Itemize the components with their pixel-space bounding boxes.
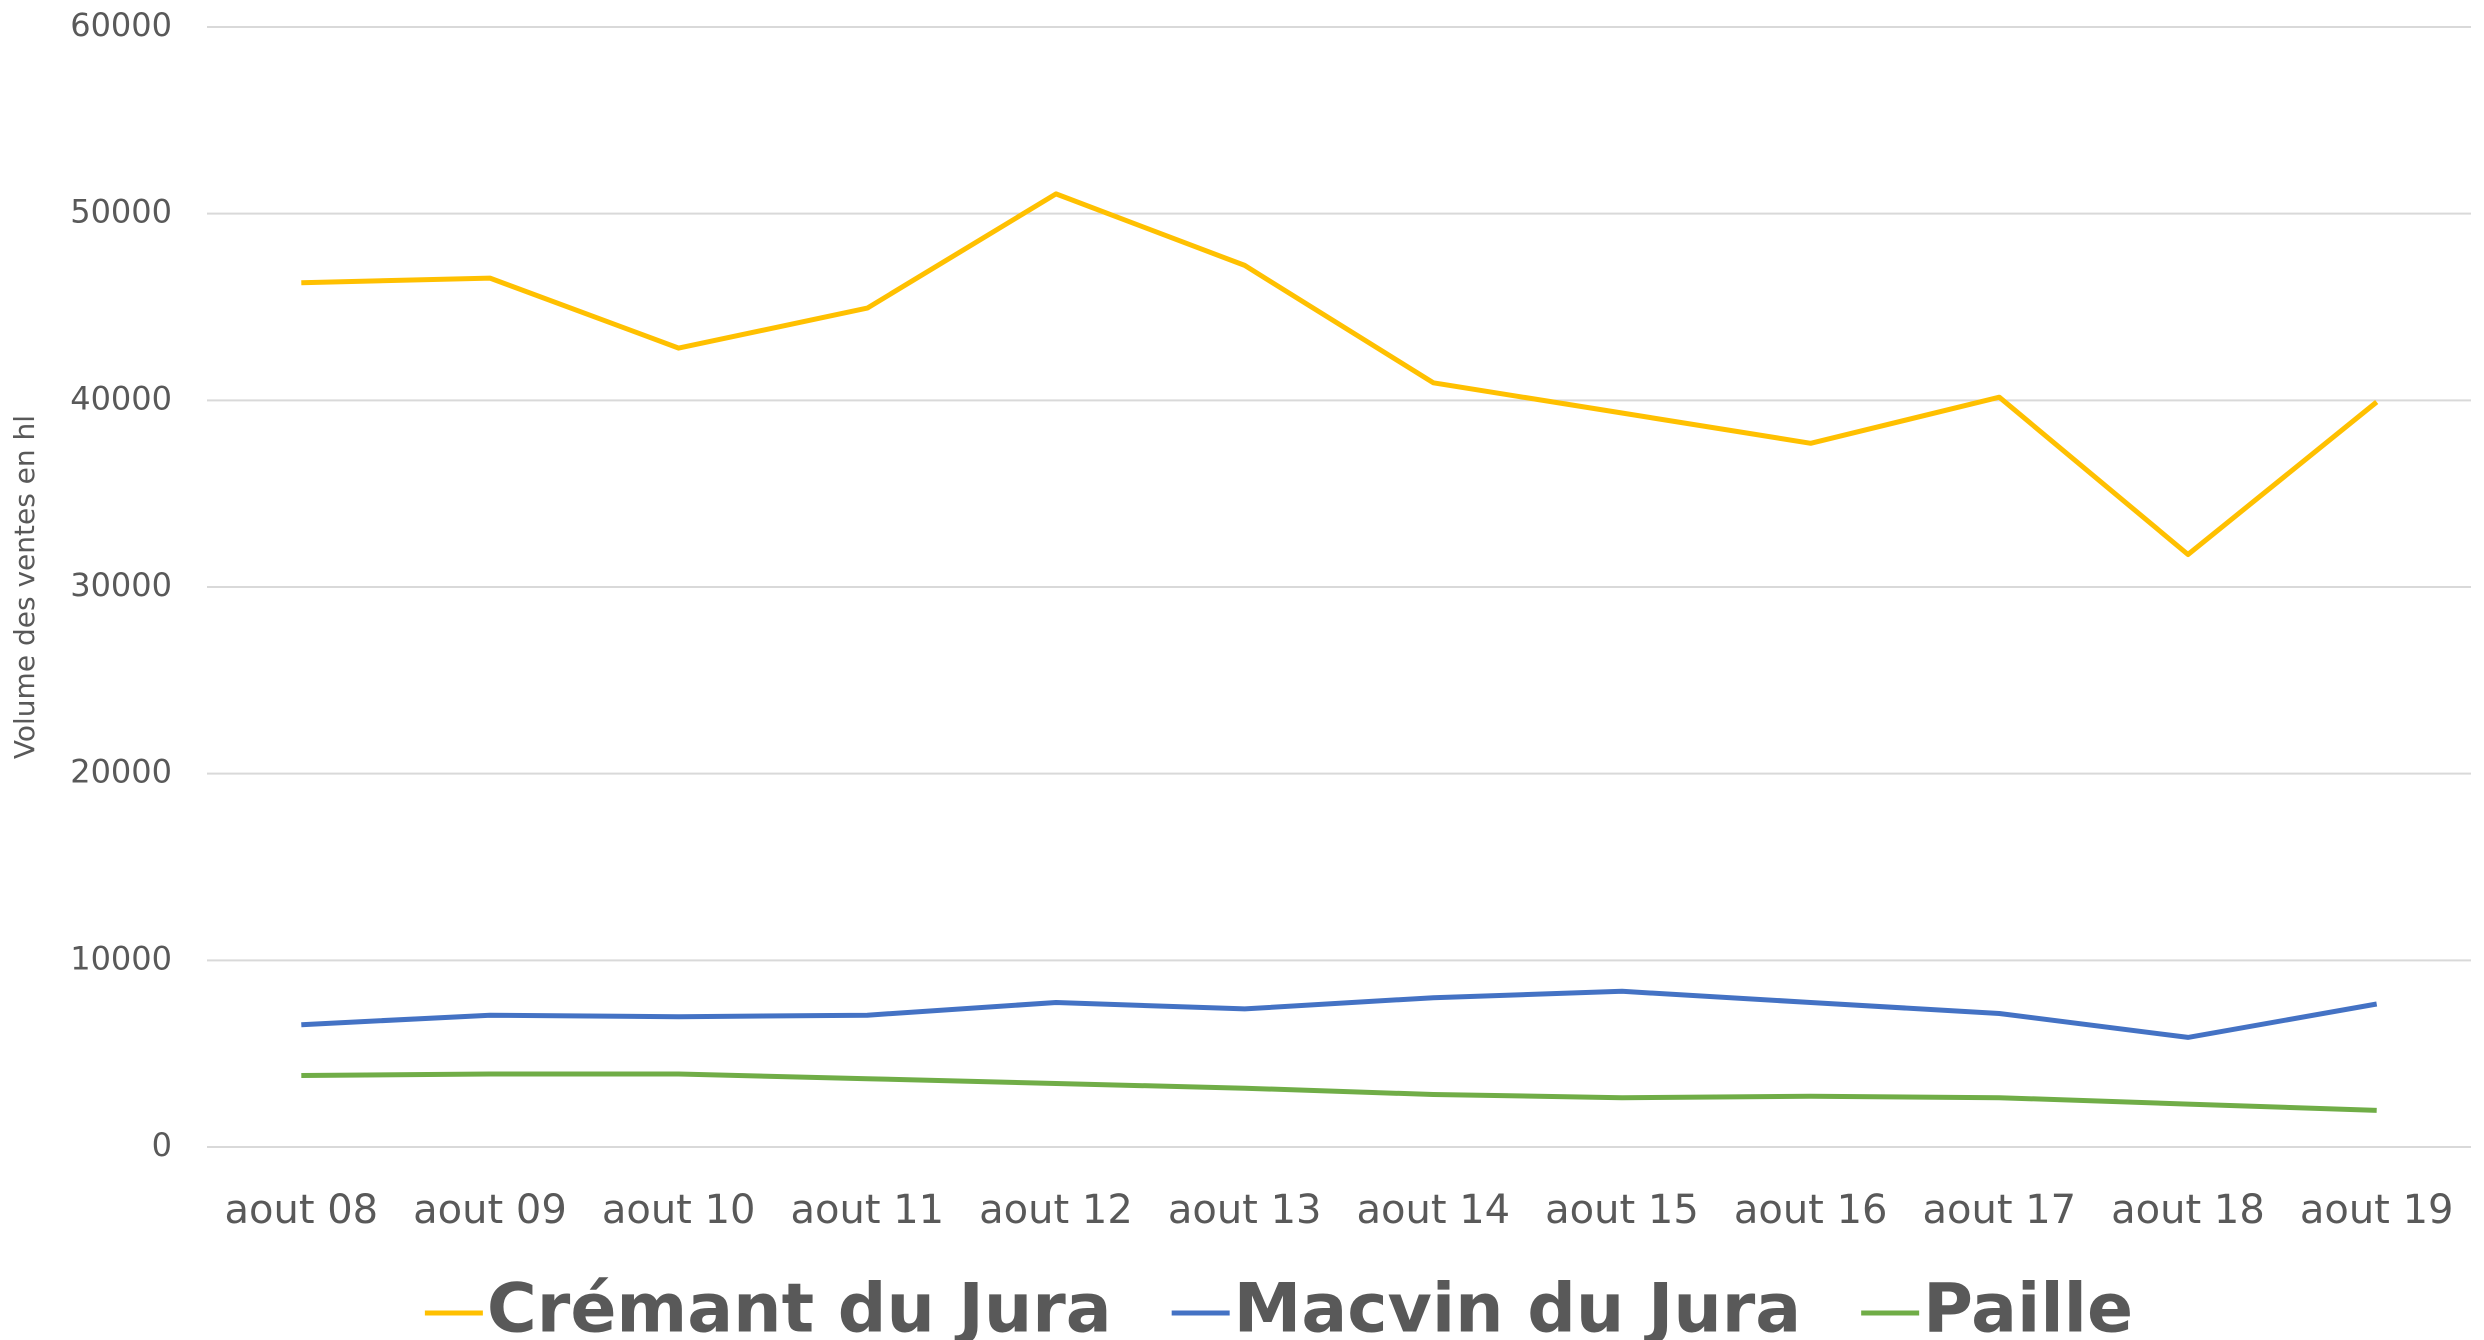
x-tick-label: aout 16 bbox=[1734, 1187, 1888, 1233]
y-tick-label: 10000 bbox=[70, 939, 172, 977]
series-line bbox=[301, 191, 2379, 557]
y-tick-label: 50000 bbox=[70, 193, 172, 231]
x-tick-label: aout 09 bbox=[413, 1187, 567, 1233]
x-tick-label: aout 17 bbox=[1923, 1187, 2077, 1233]
x-tick-label: aout 12 bbox=[979, 1187, 1133, 1233]
x-tick-label: aout 14 bbox=[1357, 1187, 1511, 1233]
series-line bbox=[301, 1071, 2377, 1113]
x-tick-label: aout 08 bbox=[225, 1187, 379, 1233]
legend-label: Crémant du Jura bbox=[487, 1270, 1112, 1340]
x-tick-label: aout 18 bbox=[2111, 1187, 2265, 1233]
y-tick-label: 30000 bbox=[70, 566, 172, 604]
y-tick-label: 0 bbox=[152, 1126, 172, 1164]
x-tick-label: aout 11 bbox=[791, 1187, 945, 1233]
x-tick-label: aout 13 bbox=[1168, 1187, 1322, 1233]
y-tick-label: 20000 bbox=[70, 753, 172, 791]
y-tick-label: 60000 bbox=[70, 6, 172, 44]
x-tick-label: aout 10 bbox=[602, 1187, 756, 1233]
x-tick-label: aout 19 bbox=[2300, 1187, 2454, 1233]
legend-label: Macvin du Jura bbox=[1234, 1270, 1801, 1340]
series-line bbox=[301, 988, 2378, 1040]
legend-label: Paille bbox=[1923, 1270, 2133, 1340]
x-tick-label: aout 15 bbox=[1545, 1187, 1699, 1233]
y-tick-label: 40000 bbox=[70, 379, 172, 417]
y-axis-title: Volume des ventes en hl bbox=[8, 415, 41, 759]
